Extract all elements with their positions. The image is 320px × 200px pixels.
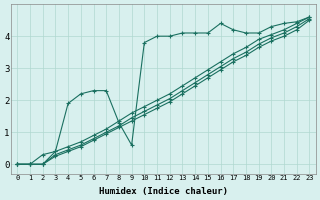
X-axis label: Humidex (Indice chaleur): Humidex (Indice chaleur) (99, 187, 228, 196)
